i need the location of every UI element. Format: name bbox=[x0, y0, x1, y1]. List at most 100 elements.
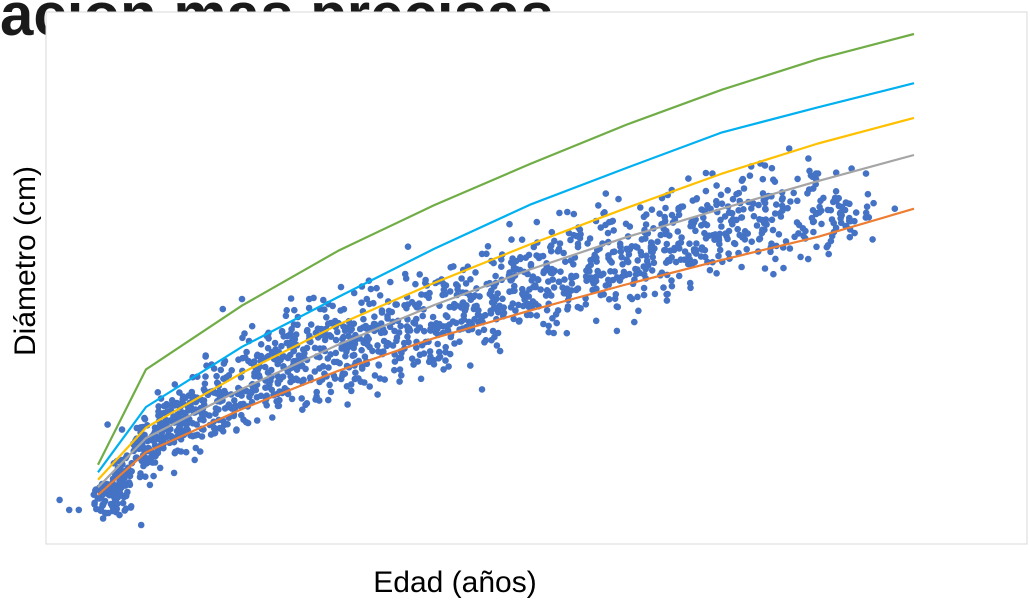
data-point bbox=[488, 299, 496, 306]
data-point bbox=[739, 234, 746, 241]
data-point bbox=[770, 270, 777, 278]
data-point bbox=[740, 185, 748, 192]
data-point bbox=[307, 321, 315, 328]
data-point bbox=[593, 254, 600, 262]
data-point bbox=[121, 507, 128, 514]
data-point bbox=[623, 245, 630, 253]
data-point bbox=[133, 424, 141, 432]
data-point bbox=[137, 521, 145, 529]
data-point bbox=[496, 347, 504, 355]
data-point bbox=[648, 267, 656, 274]
data-point bbox=[439, 291, 446, 299]
data-point bbox=[171, 381, 179, 388]
data-point bbox=[373, 284, 380, 292]
data-point bbox=[738, 214, 746, 221]
data-point bbox=[755, 236, 763, 243]
data-point bbox=[700, 214, 707, 221]
data-point bbox=[287, 330, 294, 338]
data-point bbox=[192, 444, 200, 452]
data-point bbox=[297, 362, 305, 370]
data-point bbox=[837, 219, 845, 227]
data-point bbox=[184, 407, 192, 414]
data-point bbox=[663, 297, 671, 304]
data-point bbox=[416, 324, 424, 331]
data-point bbox=[200, 397, 208, 404]
data-point bbox=[269, 414, 276, 421]
data-point bbox=[511, 282, 518, 290]
data-point bbox=[306, 374, 314, 381]
data-point bbox=[602, 190, 610, 197]
data-point bbox=[852, 209, 860, 216]
data-point bbox=[451, 340, 458, 347]
data-point bbox=[360, 315, 367, 323]
data-point bbox=[457, 304, 465, 311]
data-point bbox=[517, 255, 524, 263]
data-point bbox=[664, 290, 671, 298]
data-point bbox=[104, 421, 111, 428]
data-point bbox=[467, 362, 474, 369]
data-point bbox=[772, 255, 779, 263]
data-point bbox=[545, 328, 552, 336]
data-point bbox=[577, 305, 584, 312]
data-point bbox=[316, 378, 323, 386]
data-point bbox=[605, 296, 613, 303]
data-point bbox=[635, 307, 642, 315]
data-point bbox=[561, 276, 568, 283]
data-point bbox=[139, 445, 147, 453]
data-point bbox=[434, 340, 442, 348]
data-point bbox=[331, 317, 339, 325]
data-point bbox=[387, 278, 394, 286]
data-point bbox=[325, 396, 332, 404]
data-point bbox=[271, 339, 279, 347]
data-point bbox=[692, 227, 699, 235]
data-point bbox=[552, 311, 560, 318]
data-point bbox=[419, 312, 427, 320]
data-point bbox=[839, 205, 847, 213]
data-point bbox=[349, 352, 357, 360]
data-point bbox=[690, 217, 698, 224]
data-point bbox=[675, 272, 683, 280]
data-point bbox=[642, 235, 649, 242]
data-point bbox=[319, 363, 327, 370]
data-point bbox=[300, 346, 307, 353]
data-point bbox=[797, 253, 804, 261]
data-point bbox=[99, 515, 107, 522]
data-point bbox=[408, 298, 416, 306]
data-point bbox=[262, 384, 269, 392]
data-point bbox=[691, 258, 698, 266]
data-point bbox=[430, 361, 438, 368]
data-point bbox=[127, 504, 135, 511]
data-point bbox=[584, 240, 591, 247]
data-point bbox=[507, 304, 515, 311]
data-point bbox=[233, 427, 240, 434]
data-point bbox=[709, 170, 716, 177]
data-point bbox=[395, 329, 403, 336]
data-point bbox=[583, 277, 590, 285]
data-point bbox=[530, 243, 538, 251]
data-point bbox=[616, 240, 624, 248]
data-point bbox=[188, 388, 196, 396]
data-point bbox=[191, 456, 198, 464]
data-point bbox=[340, 323, 347, 330]
data-point bbox=[404, 333, 411, 341]
data-point bbox=[401, 270, 409, 278]
data-point bbox=[661, 246, 668, 254]
data-point bbox=[157, 436, 164, 443]
data-point bbox=[718, 223, 725, 230]
data-point bbox=[642, 265, 649, 273]
data-point bbox=[515, 318, 523, 325]
data-point bbox=[809, 218, 817, 226]
data-point bbox=[416, 271, 424, 278]
data-point bbox=[668, 211, 676, 219]
data-point bbox=[634, 244, 641, 251]
data-point bbox=[183, 421, 191, 428]
data-point bbox=[337, 283, 345, 291]
data-point bbox=[656, 210, 663, 217]
data-point bbox=[533, 312, 541, 319]
data-point bbox=[529, 298, 537, 305]
data-point bbox=[201, 380, 209, 388]
data-point bbox=[201, 386, 208, 394]
data-point bbox=[550, 329, 557, 337]
data-point bbox=[626, 293, 634, 301]
data-point bbox=[674, 228, 682, 235]
